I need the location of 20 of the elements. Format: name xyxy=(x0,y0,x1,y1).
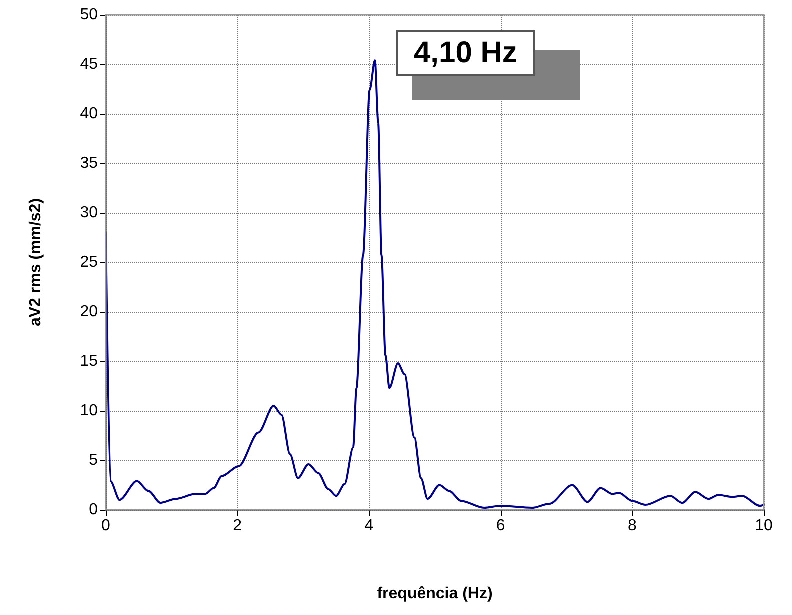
x-tick-label: 4 xyxy=(364,518,374,534)
y-tick-label: 30 xyxy=(80,204,98,222)
y-tick-label: 10 xyxy=(80,402,98,420)
x-tick-label: 8 xyxy=(628,518,637,534)
x-tick-label: 10 xyxy=(755,518,773,534)
y-tick-label: 25 xyxy=(80,254,98,271)
y-tick-label: 45 xyxy=(80,56,98,73)
y-tick-label: 50 xyxy=(80,6,98,24)
x-tick-label: 2 xyxy=(233,518,242,534)
y-tick-label: 20 xyxy=(80,304,98,320)
x-tick-label: 6 xyxy=(496,518,506,534)
y-tick-label: 5 xyxy=(89,452,98,469)
y-tick-label: 0 xyxy=(89,502,98,518)
x-tick-label: 0 xyxy=(102,518,111,534)
y-tick-label: 15 xyxy=(80,353,98,370)
annotation: 4,10 Hz xyxy=(414,36,518,70)
y-tick-label: 35 xyxy=(80,155,98,172)
y-tick-label: 40 xyxy=(80,106,98,122)
x-axis-title: frequência (Hz) xyxy=(377,586,493,602)
y-axis-title: aV2 rms (mm/s2) xyxy=(28,198,44,327)
